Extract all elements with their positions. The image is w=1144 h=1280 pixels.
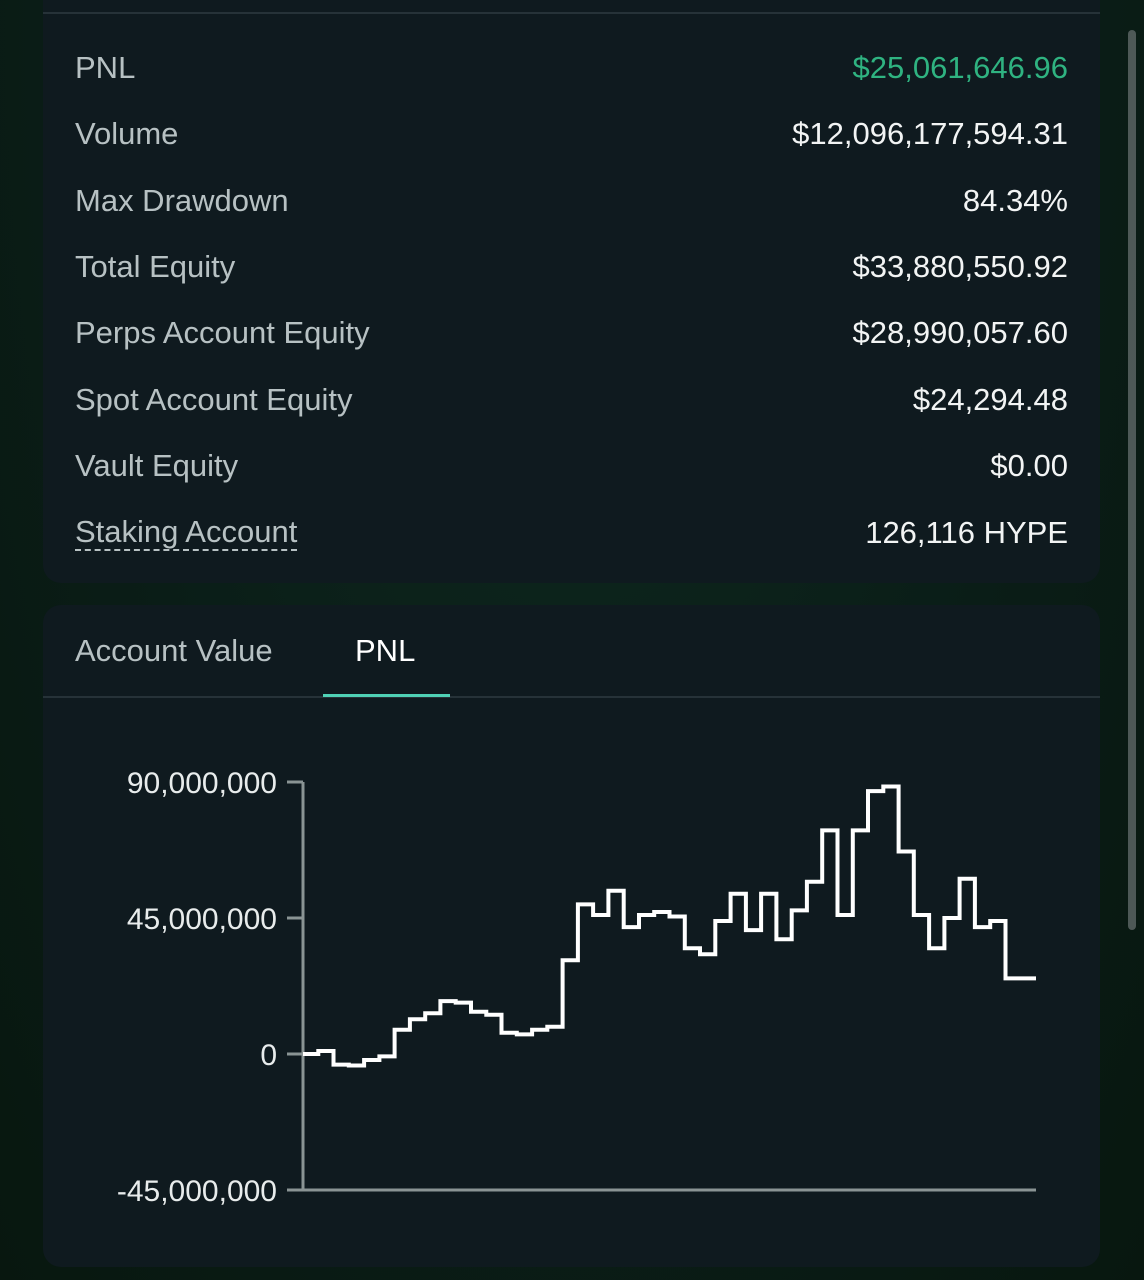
stat-value: 126,116 HYPE — [865, 515, 1068, 550]
stat-value: $12,096,177,594.31 — [792, 116, 1068, 151]
stat-value: $0.00 — [990, 448, 1068, 483]
y-tick-label: 45,000,000 — [127, 903, 277, 936]
stat-row: Vault Equity $0.00 — [75, 446, 1068, 486]
stat-value: 84.34% — [962, 183, 1068, 218]
stat-value: $24,294.48 — [912, 382, 1068, 417]
stat-row: Volume $12,096,177,594.31 — [75, 114, 1068, 154]
chart-tabs: Account Value PNL — [43, 605, 1100, 698]
y-tick-label: 0 — [260, 1039, 277, 1072]
y-tick-label: 90,000,000 — [127, 767, 277, 800]
stat-row: Total Equity $33,880,550.92 — [75, 247, 1068, 287]
stat-label: Volume — [75, 116, 179, 151]
stat-label: Spot Account Equity — [75, 382, 353, 417]
tab-pnl[interactable]: PNL — [355, 633, 416, 668]
stat-value: $25,061,646.96 — [852, 50, 1069, 85]
stat-value: $28,990,057.60 — [852, 315, 1069, 350]
tab-account-value[interactable]: Account Value — [75, 633, 273, 668]
chart-card: Account Value PNL 90,000,000 45,000,000 0 -… — [43, 605, 1100, 1267]
stat-label: Max Drawdown — [75, 183, 289, 218]
stat-row: Staking Account 126,116 HYPE — [75, 513, 1068, 553]
account-stats-card: PNL $25,061,646.96 Volume $12,096,177,594.3… — [43, 0, 1100, 583]
stat-label: Total Equity — [75, 249, 236, 284]
stat-label: Vault Equity — [75, 448, 239, 483]
scrollbar[interactable] — [1128, 30, 1136, 930]
stat-label: PNL — [75, 50, 136, 85]
pnl-chart: 90,000,000 45,000,000 0 -45,000,000 — [117, 767, 1036, 1208]
y-tick-label: -45,000,000 — [117, 1175, 277, 1208]
stat-row: PNL $25,061,646.96 — [75, 48, 1068, 88]
pnl-series-line — [303, 784, 1036, 1068]
active-tab-indicator — [323, 694, 450, 697]
stat-row: Spot Account Equity $24,294.48 — [75, 380, 1068, 420]
stat-label: Perps Account Equity — [75, 315, 370, 350]
stat-value: $33,880,550.92 — [852, 249, 1069, 284]
stat-label[interactable]: Staking Account — [75, 514, 298, 551]
card-top-divider — [43, 12, 1100, 14]
stat-row: Perps Account Equity $28,990,057.60 — [75, 313, 1068, 353]
stat-row: Max Drawdown 84.34% — [75, 181, 1068, 221]
